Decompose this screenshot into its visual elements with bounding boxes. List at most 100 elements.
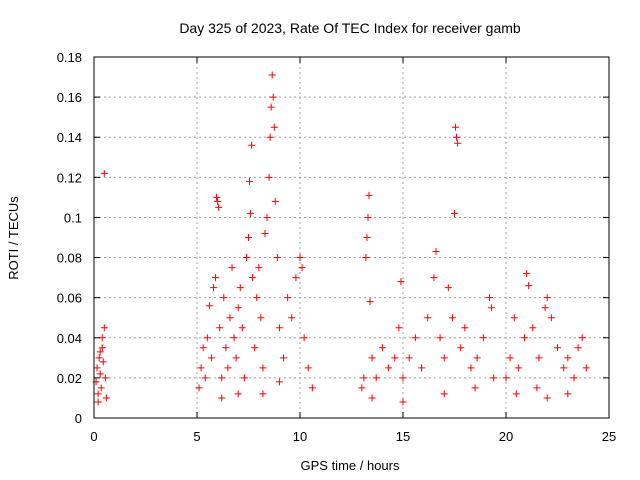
data-point bbox=[218, 394, 226, 402]
data-point bbox=[257, 314, 265, 322]
data-point bbox=[242, 254, 250, 262]
data-point bbox=[230, 334, 238, 342]
data-point bbox=[461, 324, 469, 332]
data-point bbox=[214, 197, 222, 205]
data-point bbox=[261, 229, 269, 237]
data-point bbox=[451, 209, 458, 217]
data-point bbox=[436, 334, 444, 342]
data-point bbox=[197, 364, 205, 372]
data-point bbox=[222, 344, 230, 352]
data-point bbox=[266, 133, 274, 141]
data-point bbox=[304, 364, 312, 372]
data-point bbox=[358, 384, 366, 392]
chart-title: Day 325 of 2023, Rate Of TEC Index for r… bbox=[179, 20, 521, 36]
data-point bbox=[226, 314, 234, 322]
x-tick-label: 0 bbox=[90, 429, 97, 444]
data-point bbox=[399, 374, 407, 382]
data-point bbox=[365, 191, 373, 199]
data-points bbox=[92, 71, 590, 406]
x-tick-label: 25 bbox=[602, 429, 616, 444]
data-point bbox=[255, 264, 263, 272]
data-point bbox=[292, 274, 300, 282]
data-point bbox=[582, 364, 590, 372]
data-point bbox=[199, 344, 207, 352]
data-point bbox=[444, 284, 452, 292]
data-point bbox=[385, 364, 393, 372]
data-point bbox=[259, 390, 267, 398]
data-point bbox=[234, 304, 242, 312]
data-point bbox=[99, 358, 107, 366]
data-point bbox=[96, 370, 104, 378]
data-point bbox=[533, 384, 541, 392]
data-point bbox=[521, 334, 529, 342]
data-point bbox=[253, 294, 261, 302]
data-point bbox=[440, 354, 448, 362]
y-tick-label: 0.14 bbox=[57, 130, 82, 145]
data-point bbox=[366, 298, 374, 306]
data-point bbox=[268, 71, 276, 79]
data-point bbox=[288, 314, 296, 322]
data-point bbox=[560, 364, 568, 372]
data-point bbox=[265, 173, 273, 181]
data-point bbox=[368, 354, 376, 362]
data-point bbox=[102, 394, 110, 402]
data-point bbox=[502, 374, 510, 382]
data-point bbox=[232, 354, 240, 362]
data-point bbox=[238, 324, 246, 332]
data-point bbox=[248, 141, 256, 149]
data-point bbox=[216, 324, 224, 332]
data-point bbox=[397, 278, 405, 286]
data-point bbox=[578, 334, 586, 342]
data-point bbox=[564, 354, 572, 362]
y-tick-label: 0.06 bbox=[57, 291, 82, 306]
data-point bbox=[467, 364, 475, 372]
x-tick-label: 20 bbox=[499, 429, 513, 444]
data-point bbox=[284, 294, 292, 302]
data-point bbox=[218, 374, 226, 382]
data-point bbox=[207, 354, 215, 362]
data-point bbox=[273, 254, 281, 262]
data-point bbox=[418, 364, 426, 372]
data-point bbox=[395, 324, 403, 332]
x-tick-label: 10 bbox=[293, 429, 307, 444]
data-point bbox=[271, 197, 279, 205]
data-point bbox=[100, 169, 108, 177]
data-point bbox=[215, 203, 223, 211]
data-point bbox=[201, 374, 209, 382]
data-point bbox=[247, 209, 255, 217]
y-axis-label: ROTI / TECUs bbox=[6, 196, 21, 280]
data-point bbox=[547, 314, 555, 322]
data-point bbox=[296, 254, 304, 262]
data-point bbox=[100, 324, 108, 332]
data-point bbox=[430, 274, 438, 282]
data-point bbox=[236, 284, 244, 292]
y-tick-label: 0.08 bbox=[57, 251, 82, 266]
data-point bbox=[372, 374, 380, 382]
data-point bbox=[399, 398, 407, 406]
grid bbox=[94, 57, 609, 418]
data-point bbox=[205, 302, 213, 310]
data-point bbox=[541, 304, 549, 312]
data-point bbox=[535, 354, 543, 362]
data-point bbox=[270, 123, 278, 131]
data-point bbox=[363, 234, 371, 241]
data-point bbox=[203, 334, 211, 342]
data-point bbox=[523, 270, 531, 278]
data-point bbox=[554, 344, 561, 352]
data-point bbox=[259, 364, 267, 372]
data-point bbox=[245, 234, 252, 241]
data-point bbox=[510, 314, 518, 322]
data-point bbox=[543, 294, 551, 302]
data-point bbox=[479, 334, 487, 342]
data-point bbox=[574, 344, 582, 352]
data-point bbox=[280, 354, 288, 362]
data-point bbox=[267, 103, 275, 111]
data-point bbox=[298, 264, 306, 272]
data-point bbox=[448, 314, 456, 322]
data-point bbox=[228, 264, 236, 272]
data-point bbox=[96, 348, 104, 356]
data-point bbox=[308, 384, 316, 392]
data-point bbox=[440, 390, 448, 398]
data-point bbox=[224, 364, 232, 372]
